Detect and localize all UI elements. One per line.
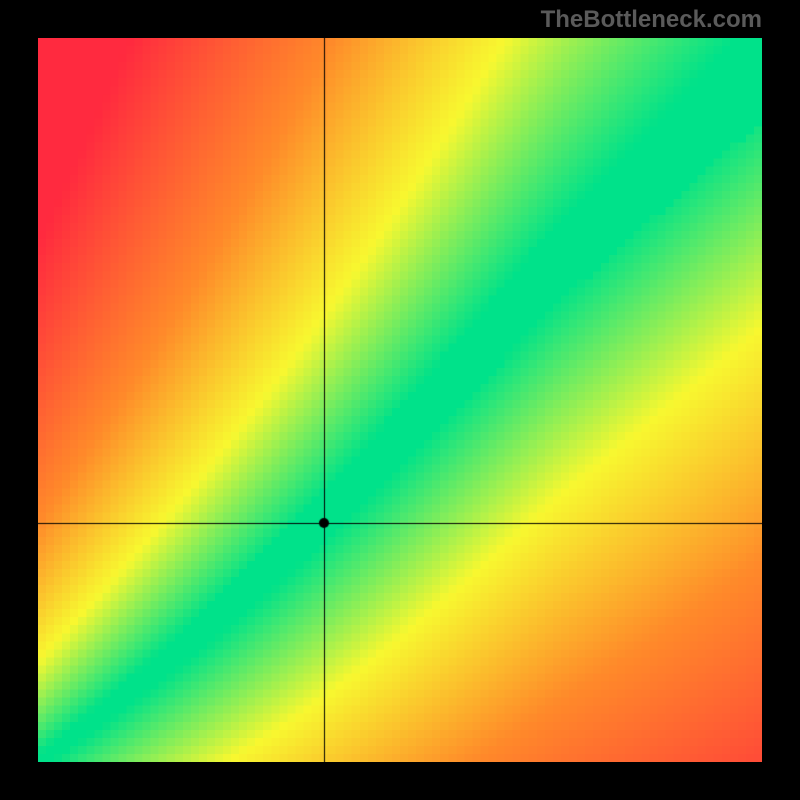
bottleneck-heatmap [38, 38, 762, 762]
chart-container: TheBottleneck.com [0, 0, 800, 800]
watermark-text: TheBottleneck.com [541, 6, 762, 34]
